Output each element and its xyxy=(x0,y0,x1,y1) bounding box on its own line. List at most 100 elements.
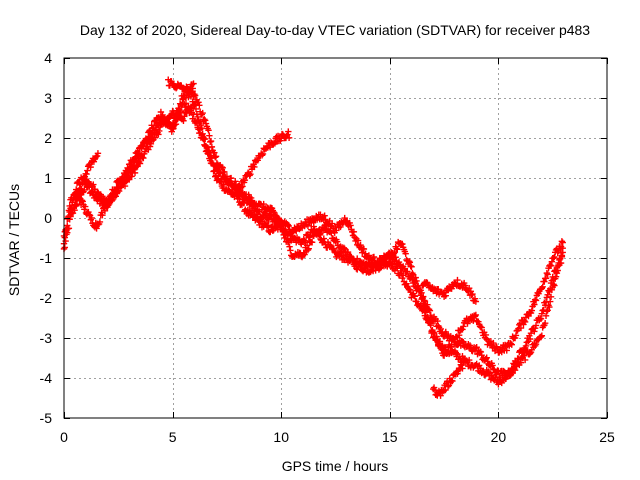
data-point xyxy=(430,329,438,337)
data-point xyxy=(172,121,180,128)
data-point xyxy=(78,185,85,193)
data-point xyxy=(512,332,520,339)
data-point xyxy=(83,170,90,178)
data-point xyxy=(350,256,358,263)
data-point xyxy=(550,275,557,283)
data-point xyxy=(451,338,459,345)
data-point xyxy=(287,247,294,254)
data-point xyxy=(71,201,79,208)
data-point xyxy=(341,245,348,253)
data-point xyxy=(460,323,467,330)
data-point xyxy=(390,250,398,257)
data-point xyxy=(526,335,534,343)
data-point xyxy=(521,356,529,364)
data-point xyxy=(147,129,155,137)
data-point xyxy=(207,137,215,145)
data-point xyxy=(532,341,540,348)
data-point xyxy=(140,143,147,150)
data-point xyxy=(322,216,329,223)
data-point xyxy=(472,298,480,305)
data-point xyxy=(461,282,469,289)
data-point xyxy=(62,228,69,235)
data-point xyxy=(434,336,441,343)
data-point xyxy=(473,344,480,351)
data-point xyxy=(532,297,540,304)
data-point xyxy=(308,239,316,246)
data-point xyxy=(559,239,566,246)
data-point xyxy=(551,253,558,261)
data-point xyxy=(507,340,515,348)
data-point xyxy=(285,239,292,246)
data-point xyxy=(557,243,565,250)
y-tick-label: 1 xyxy=(44,170,52,186)
data-point xyxy=(206,138,214,146)
x-tick-label: 10 xyxy=(273,429,289,445)
data-point xyxy=(174,115,181,122)
data-point xyxy=(404,268,411,275)
data-point xyxy=(557,259,565,267)
data-point xyxy=(105,199,113,206)
data-point xyxy=(285,134,293,141)
data-point xyxy=(189,85,196,92)
data-point xyxy=(541,278,548,285)
data-point xyxy=(548,258,556,265)
data-point xyxy=(408,263,415,270)
data-point xyxy=(196,126,204,133)
data-point xyxy=(130,162,138,170)
data-point xyxy=(515,355,522,363)
data-point xyxy=(103,203,110,210)
y-tick-labels: -5 -4 -3 -2 -1 0 1 2 3 4 xyxy=(40,50,53,426)
data-point xyxy=(438,343,445,351)
series-track-8 xyxy=(419,276,480,305)
data-point xyxy=(444,348,451,355)
data-point xyxy=(532,322,540,329)
data-point xyxy=(139,142,146,149)
data-point xyxy=(405,257,413,265)
data-point xyxy=(444,383,452,390)
data-point xyxy=(558,253,566,260)
data-point xyxy=(86,183,93,190)
y-tick-label: -2 xyxy=(40,290,53,306)
data-point xyxy=(155,131,162,138)
y-tick-label: -4 xyxy=(40,370,53,386)
data-point xyxy=(550,255,557,262)
data-point xyxy=(131,169,139,177)
data-point xyxy=(101,207,109,215)
data-point xyxy=(527,329,535,337)
data-point xyxy=(437,325,444,333)
y-tick-label: 4 xyxy=(44,50,52,66)
data-point xyxy=(286,243,293,250)
data-point xyxy=(344,248,352,256)
data-point xyxy=(180,95,187,102)
data-point xyxy=(321,212,328,219)
data-point xyxy=(112,186,119,194)
data-point xyxy=(86,211,93,218)
data-point xyxy=(226,187,233,195)
data-point xyxy=(495,381,502,388)
data-point xyxy=(77,188,84,196)
data-point xyxy=(478,324,485,331)
data-point xyxy=(558,238,566,245)
data-point xyxy=(241,176,249,184)
data-point xyxy=(503,347,510,354)
data-point xyxy=(413,277,420,285)
data-point xyxy=(464,320,471,327)
data-point xyxy=(305,245,312,252)
data-point xyxy=(96,218,104,226)
data-point xyxy=(526,350,534,357)
data-point xyxy=(194,113,201,121)
data-point xyxy=(208,155,216,162)
x-tick-label: 20 xyxy=(491,429,507,445)
data-point xyxy=(538,285,546,292)
data-point xyxy=(151,134,159,141)
series-track-5 xyxy=(165,76,197,95)
data-point xyxy=(513,360,520,367)
data-point xyxy=(87,163,94,171)
data-point xyxy=(546,261,554,269)
data-point xyxy=(543,308,551,315)
data-point xyxy=(205,127,212,134)
data-point xyxy=(258,152,266,159)
x-tick-label: 15 xyxy=(382,429,398,445)
data-point xyxy=(437,392,444,399)
